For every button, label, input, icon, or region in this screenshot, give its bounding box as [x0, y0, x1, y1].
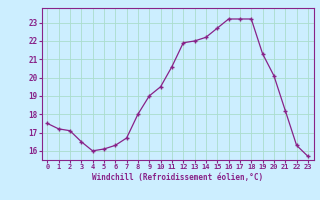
X-axis label: Windchill (Refroidissement éolien,°C): Windchill (Refroidissement éolien,°C) [92, 173, 263, 182]
